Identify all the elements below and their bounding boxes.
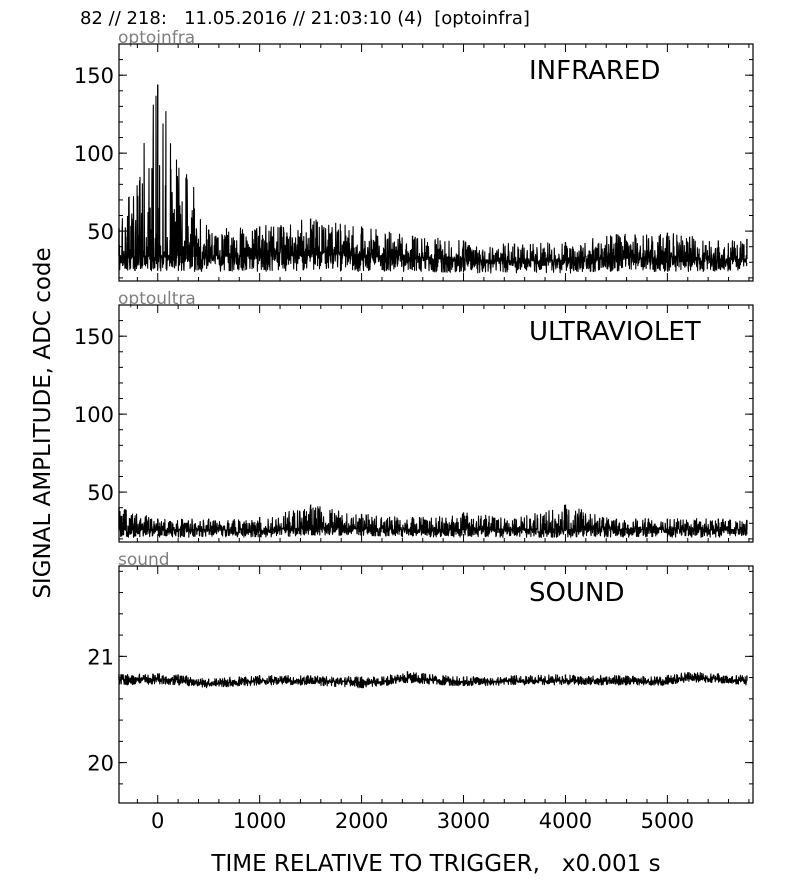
x-tick-label-3000: 3000 (437, 809, 490, 833)
axes-frame-optoultra (118, 304, 754, 543)
axes-frame-sound (118, 565, 754, 804)
signal-trace-optoinfra (118, 95, 748, 274)
panel-title-sound: SOUND (529, 578, 624, 608)
x-tick-label-2000: 2000 (335, 809, 388, 833)
y-tick-label-sound-21: 21 (87, 645, 114, 669)
x-tick-label-4000: 4000 (539, 809, 592, 833)
signal-trace-optoultra (118, 504, 748, 538)
signal-trace-sound (118, 672, 748, 689)
channel-label-sound: sound (118, 550, 170, 570)
channel-label-optoultra: optoultra (118, 289, 196, 309)
panel-title-optoultra: ULTRAVIOLET (529, 317, 701, 347)
figure-header: 82 // 218: 11.05.2016 // 21:03:10 (4) [o… (80, 8, 530, 29)
y-tick-label-optoinfra-150: 150 (74, 64, 114, 88)
x-tick-label-5000: 5000 (641, 809, 694, 833)
y-tick-label-optoultra-50: 50 (87, 481, 114, 505)
panel-title-optoinfra: INFRARED (529, 56, 660, 86)
x-axis-label: TIME RELATIVE TO TRIGGER, x0.001 s (211, 851, 661, 877)
channel-label-optoinfra: optoinfra (118, 28, 195, 48)
y-tick-label-sound-20: 20 (87, 752, 114, 776)
x-tick-label-0: 0 (151, 809, 164, 833)
x-tick-label-1000: 1000 (233, 809, 286, 833)
y-tick-label-optoultra-100: 100 (74, 403, 114, 427)
y-tick-label-optoultra-150: 150 (74, 325, 114, 349)
y-tick-label-optoinfra-50: 50 (87, 220, 114, 244)
axes-frame-optoinfra (118, 43, 754, 282)
y-tick-label-optoinfra-100: 100 (74, 142, 114, 166)
